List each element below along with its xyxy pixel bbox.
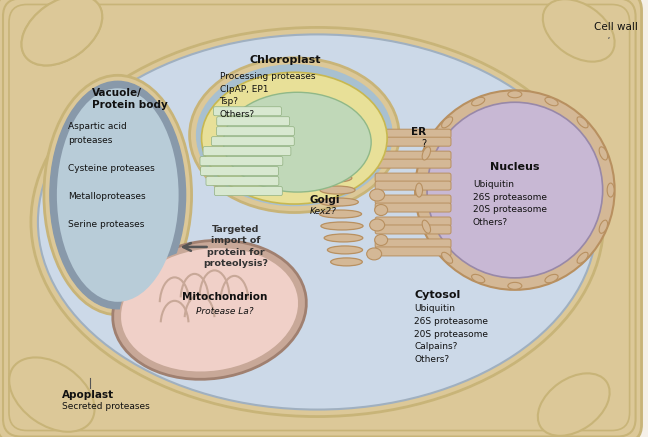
Text: Targeted
import of
protein for
proteolysis?: Targeted import of protein for proteolys… <box>203 225 268 268</box>
Ellipse shape <box>57 88 179 302</box>
Ellipse shape <box>50 81 185 309</box>
FancyBboxPatch shape <box>375 181 451 190</box>
Ellipse shape <box>422 147 430 160</box>
FancyBboxPatch shape <box>375 225 451 234</box>
Text: Cell wall: Cell wall <box>594 22 638 38</box>
Text: Processing proteases
ClpAP, EP1
Tsp?
Others?: Processing proteases ClpAP, EP1 Tsp? Oth… <box>220 73 315 119</box>
FancyBboxPatch shape <box>214 107 281 116</box>
Ellipse shape <box>21 0 102 66</box>
Text: Chloroplast: Chloroplast <box>249 55 321 66</box>
FancyBboxPatch shape <box>214 187 283 195</box>
Ellipse shape <box>422 220 430 233</box>
Ellipse shape <box>508 282 522 289</box>
FancyBboxPatch shape <box>375 173 451 182</box>
Ellipse shape <box>31 28 604 416</box>
Ellipse shape <box>545 97 558 106</box>
Ellipse shape <box>375 205 388 215</box>
Ellipse shape <box>545 274 558 283</box>
Ellipse shape <box>330 258 362 266</box>
Ellipse shape <box>472 97 485 106</box>
Ellipse shape <box>415 183 422 197</box>
Ellipse shape <box>21 0 102 66</box>
Ellipse shape <box>599 220 608 233</box>
Text: Apoplast: Apoplast <box>62 390 114 399</box>
FancyBboxPatch shape <box>211 137 294 146</box>
Ellipse shape <box>113 240 307 379</box>
FancyBboxPatch shape <box>216 117 290 126</box>
Text: Aspartic acid
proteases

Cysteine proteases

Metalloproteases

Serine proteases: Aspartic acid proteases Cysteine proteas… <box>68 122 155 229</box>
Ellipse shape <box>320 174 352 182</box>
Ellipse shape <box>321 222 363 230</box>
Ellipse shape <box>327 246 363 254</box>
FancyBboxPatch shape <box>203 147 291 156</box>
Ellipse shape <box>441 252 453 264</box>
Ellipse shape <box>44 75 192 315</box>
Text: Protease La?: Protease La? <box>196 307 253 316</box>
Ellipse shape <box>324 234 363 242</box>
Text: Ubiquitin
26S proteasome
20S proteasome
Calpains?
Others?: Ubiquitin 26S proteasome 20S proteasome … <box>414 304 488 364</box>
Ellipse shape <box>202 73 387 204</box>
Ellipse shape <box>120 247 299 372</box>
Ellipse shape <box>427 102 603 278</box>
Ellipse shape <box>472 274 485 283</box>
Ellipse shape <box>607 183 614 197</box>
Text: ER: ER <box>411 127 426 137</box>
Ellipse shape <box>538 373 610 436</box>
Ellipse shape <box>369 219 385 231</box>
FancyBboxPatch shape <box>375 151 451 160</box>
Ellipse shape <box>577 117 588 128</box>
FancyBboxPatch shape <box>375 203 451 212</box>
Text: Cytosol: Cytosol <box>414 290 460 300</box>
FancyBboxPatch shape <box>375 159 451 168</box>
Ellipse shape <box>441 117 453 128</box>
Ellipse shape <box>190 58 399 212</box>
Ellipse shape <box>415 90 614 290</box>
Ellipse shape <box>320 186 355 194</box>
Ellipse shape <box>319 210 362 218</box>
Text: Kex2?: Kex2? <box>309 207 336 216</box>
Text: Golgi: Golgi <box>309 195 340 205</box>
Text: Ubiquitin
26S proteasome
20S proteasome
Others?: Ubiquitin 26S proteasome 20S proteasome … <box>473 180 547 227</box>
Ellipse shape <box>367 248 382 260</box>
Ellipse shape <box>319 198 358 206</box>
FancyBboxPatch shape <box>206 177 279 186</box>
Ellipse shape <box>369 189 385 201</box>
Text: Mitochondrion: Mitochondrion <box>182 292 267 302</box>
FancyBboxPatch shape <box>375 129 451 138</box>
FancyBboxPatch shape <box>216 127 294 135</box>
Text: ?: ? <box>421 139 426 149</box>
Text: Nucleus: Nucleus <box>490 162 540 172</box>
FancyBboxPatch shape <box>375 247 451 256</box>
Ellipse shape <box>599 147 608 160</box>
FancyBboxPatch shape <box>375 217 451 226</box>
Ellipse shape <box>9 357 95 432</box>
Ellipse shape <box>508 91 522 98</box>
Ellipse shape <box>38 35 597 409</box>
FancyBboxPatch shape <box>200 156 283 166</box>
Ellipse shape <box>375 235 388 246</box>
FancyBboxPatch shape <box>375 239 451 248</box>
Text: Vacuole/
Protein body: Vacuole/ Protein body <box>92 88 168 110</box>
FancyBboxPatch shape <box>375 137 451 146</box>
Ellipse shape <box>577 252 588 264</box>
Ellipse shape <box>543 0 614 62</box>
Ellipse shape <box>224 92 371 192</box>
Ellipse shape <box>196 65 392 205</box>
Text: Secreted proteases: Secreted proteases <box>62 402 150 411</box>
FancyBboxPatch shape <box>375 195 451 204</box>
FancyBboxPatch shape <box>201 166 279 176</box>
